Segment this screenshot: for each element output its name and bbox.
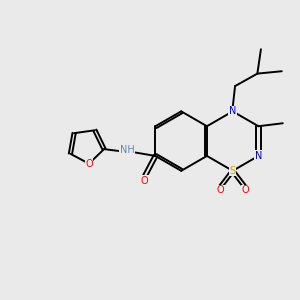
Text: NH: NH [120, 145, 134, 155]
Text: O: O [85, 159, 93, 169]
Text: O: O [242, 185, 249, 195]
Text: O: O [140, 176, 148, 186]
Text: N: N [255, 151, 262, 161]
Text: N: N [229, 106, 236, 116]
Text: S: S [230, 166, 236, 176]
Text: O: O [216, 185, 224, 195]
